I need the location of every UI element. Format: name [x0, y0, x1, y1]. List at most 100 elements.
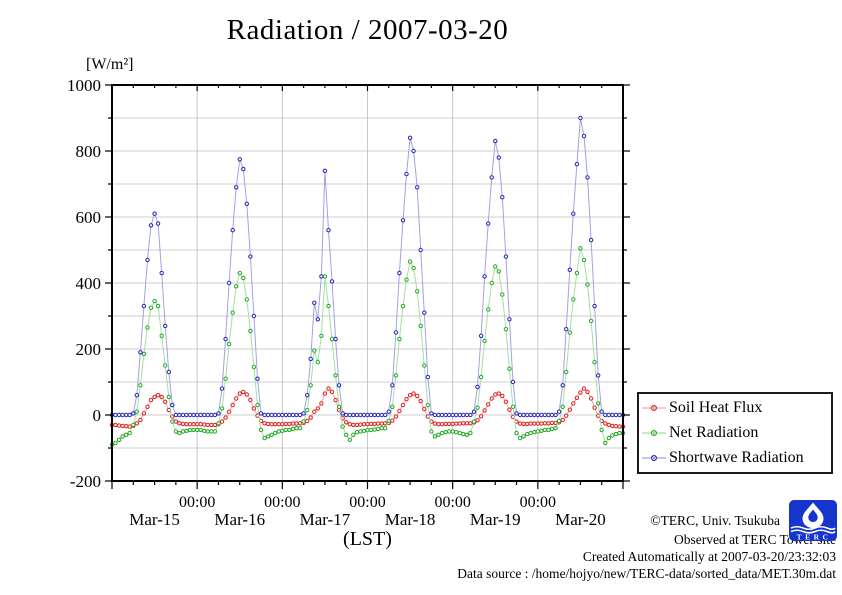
series-marker-soil-heat-flux [418, 398, 423, 404]
series-marker-soil-heat-flux [482, 408, 487, 413]
series-marker-soil-heat-flux [251, 406, 257, 411]
series-marker-net-radiation [599, 427, 604, 433]
series-marker-shortwave-radiation [422, 310, 427, 315]
series-marker-soil-heat-flux [177, 421, 182, 426]
series-marker-net-radiation [546, 427, 551, 433]
series-marker-soil-heat-flux [198, 422, 203, 427]
series-marker-soil-heat-flux [141, 411, 147, 416]
series-marker-soil-heat-flux [468, 421, 473, 426]
series-marker-net-radiation [241, 275, 246, 281]
series-marker-shortwave-radiation [585, 175, 590, 180]
series-marker-soil-heat-flux [567, 407, 572, 412]
series-marker-net-radiation [248, 328, 253, 334]
x-tick-label: 00:00 [520, 494, 556, 511]
series-marker-soil-heat-flux [379, 421, 384, 426]
series-marker-shortwave-radiation [454, 412, 459, 418]
series-marker-shortwave-radiation [415, 185, 420, 190]
series-marker-shortwave-radiation [180, 412, 186, 418]
series-marker-net-radiation [461, 431, 466, 437]
series-marker-soil-heat-flux [248, 397, 253, 403]
series-marker-soil-heat-flux [486, 402, 491, 407]
series-marker-soil-heat-flux [439, 422, 445, 427]
series-marker-shortwave-radiation [393, 330, 399, 335]
legend-marker-soil-heat-flux [639, 403, 669, 413]
series-marker-shortwave-radiation [514, 411, 519, 416]
series-marker-shortwave-radiation [525, 412, 530, 418]
series-marker-shortwave-radiation [216, 411, 221, 416]
series-marker-net-radiation [585, 282, 590, 287]
series-marker-shortwave-radiation [340, 411, 345, 416]
series-marker-net-radiation [464, 432, 470, 437]
series-marker-net-radiation [223, 376, 228, 381]
series-marker-soil-heat-flux [152, 394, 157, 400]
series-marker-shortwave-radiation [532, 412, 537, 418]
series-marker-shortwave-radiation [535, 412, 540, 418]
series-marker-shortwave-radiation [244, 201, 250, 207]
series-marker-soil-heat-flux [404, 397, 409, 402]
series-marker-soil-heat-flux [191, 422, 196, 427]
series-marker-soil-heat-flux [610, 423, 615, 429]
series-marker-shortwave-radiation [407, 135, 413, 141]
y-tick-label: 800 [76, 142, 102, 161]
series-marker-shortwave-radiation [187, 412, 193, 418]
series-marker-net-radiation [336, 404, 342, 409]
series-marker-net-radiation [230, 310, 235, 315]
series-marker-net-radiation [198, 427, 203, 433]
series-marker-shortwave-radiation [127, 412, 132, 418]
series-marker-soil-heat-flux [202, 422, 207, 427]
series-marker-net-radiation [205, 429, 211, 434]
series-marker-net-radiation [163, 363, 168, 368]
series-marker-soil-heat-flux [528, 421, 533, 426]
series-marker-net-radiation [131, 422, 136, 428]
series-marker-shortwave-radiation [574, 162, 580, 167]
series-marker-net-radiation [265, 434, 271, 439]
series-marker-shortwave-radiation [439, 412, 445, 418]
series-marker-soil-heat-flux [273, 422, 278, 427]
series-marker-net-radiation [418, 323, 423, 329]
series-marker-net-radiation [415, 289, 420, 294]
series-marker-shortwave-radiation [386, 409, 391, 414]
series-marker-shortwave-radiation [202, 412, 207, 418]
series-marker-shortwave-radiation [581, 133, 587, 139]
series-marker-shortwave-radiation [177, 412, 182, 418]
series-marker-shortwave-radiation [606, 412, 611, 418]
series-marker-soil-heat-flux [400, 402, 406, 408]
series-marker-soil-heat-flux [269, 422, 274, 427]
series-marker-net-radiation [429, 429, 434, 434]
series-marker-soil-heat-flux [230, 402, 235, 408]
series-marker-net-radiation [152, 298, 157, 304]
series-marker-net-radiation [170, 419, 175, 424]
y-tick-label: 200 [76, 340, 102, 359]
series-marker-shortwave-radiation [564, 327, 569, 332]
series-marker-net-radiation [486, 307, 491, 312]
series-marker-soil-heat-flux [560, 417, 565, 423]
series-marker-net-radiation [113, 440, 118, 446]
series-marker-net-radiation [393, 373, 399, 378]
series-marker-net-radiation [319, 333, 324, 338]
x-axis-label: (LST) [343, 528, 392, 550]
x-tick-label: 00:00 [264, 494, 300, 511]
series-marker-shortwave-radiation [269, 412, 274, 418]
terc-logo-wave-1 [790, 525, 836, 531]
series-marker-net-radiation [134, 409, 140, 414]
series-marker-net-radiation [571, 297, 576, 302]
series-marker-soil-heat-flux [113, 422, 118, 428]
series-marker-shortwave-radiation [276, 412, 281, 418]
series-marker-shortwave-radiation [450, 412, 455, 418]
series-marker-soil-heat-flux [475, 418, 480, 423]
series-marker-soil-heat-flux [546, 421, 551, 426]
series-marker-net-radiation [294, 426, 299, 431]
series-marker-net-radiation [379, 426, 384, 431]
series-marker-net-radiation [383, 426, 388, 431]
series-marker-shortwave-radiation [471, 409, 477, 414]
series-marker-soil-heat-flux [226, 409, 232, 414]
series-marker-shortwave-radiation [305, 393, 310, 398]
series-marker-shortwave-radiation [273, 412, 278, 418]
series-marker-net-radiation [368, 427, 374, 433]
series-marker-soil-heat-flux [148, 397, 154, 403]
series-marker-soil-heat-flux [326, 386, 331, 391]
series-marker-shortwave-radiation [333, 336, 338, 342]
series-marker-soil-heat-flux [592, 405, 597, 410]
y-tick-label: 0 [93, 406, 102, 425]
